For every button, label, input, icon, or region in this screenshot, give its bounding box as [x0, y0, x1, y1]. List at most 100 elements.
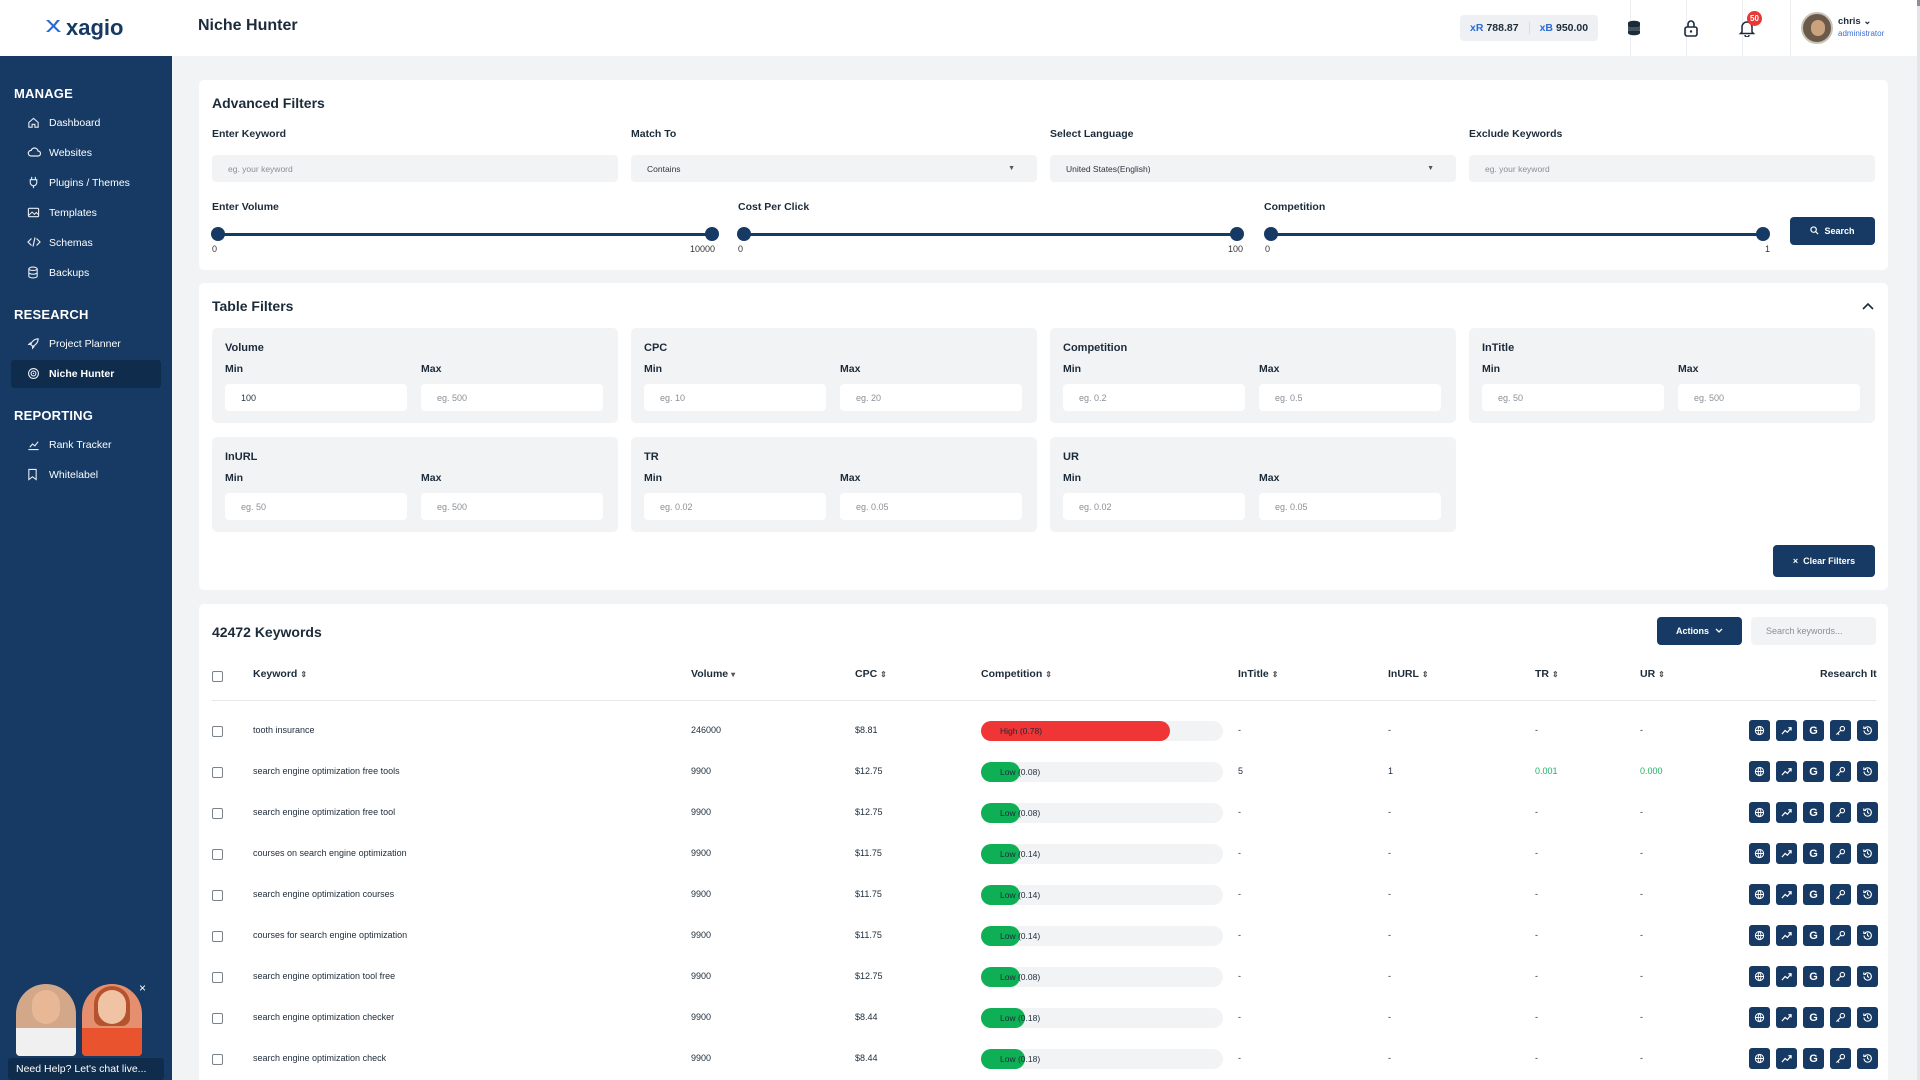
search-button[interactable]: Search: [1790, 217, 1875, 245]
keyword-input[interactable]: eg. your keyword: [212, 155, 618, 182]
min-input[interactable]: eg. 0.02: [644, 493, 826, 520]
keyword-cell[interactable]: search engine optimization courses: [253, 889, 395, 899]
globe-icon[interactable]: [1749, 802, 1770, 823]
trend-icon[interactable]: [1776, 802, 1797, 823]
google-icon[interactable]: G: [1803, 1048, 1824, 1069]
credits-display[interactable]: xR 788.87 xB 950.00: [1460, 15, 1599, 41]
competition-range-slider[interactable]: [1264, 227, 1770, 241]
google-icon[interactable]: G: [1803, 966, 1824, 987]
globe-icon[interactable]: [1749, 761, 1770, 782]
max-input[interactable]: eg. 0.05: [1259, 493, 1441, 520]
column-header-ur[interactable]: UR ⇕: [1640, 668, 1665, 680]
keywords-search-input[interactable]: Search keywords...: [1751, 617, 1876, 645]
trend-icon[interactable]: [1776, 720, 1797, 741]
keyword-cell[interactable]: courses on search engine optimization: [253, 848, 407, 858]
trend-icon[interactable]: [1776, 884, 1797, 905]
google-icon[interactable]: G: [1803, 720, 1824, 741]
table-row[interactable]: search engine optimization free tools 990…: [199, 752, 1888, 793]
table-row[interactable]: courses for search engine optimization 99…: [199, 916, 1888, 957]
history-icon[interactable]: [1857, 720, 1878, 741]
table-row[interactable]: search engine optimization tool free 9900…: [199, 957, 1888, 998]
globe-icon[interactable]: [1749, 925, 1770, 946]
history-icon[interactable]: [1857, 966, 1878, 987]
key-icon[interactable]: [1830, 720, 1851, 741]
row-checkbox[interactable]: [212, 1013, 223, 1024]
trend-icon[interactable]: [1776, 843, 1797, 864]
key-icon[interactable]: [1830, 1007, 1851, 1028]
select-all-checkbox[interactable]: [212, 671, 223, 682]
history-icon[interactable]: [1857, 925, 1878, 946]
key-icon[interactable]: [1830, 761, 1851, 782]
column-header-competition[interactable]: Competition ⇕: [981, 668, 1052, 680]
table-row[interactable]: search engine optimization check 9900 $8.4…: [199, 1039, 1888, 1080]
column-header-intitle[interactable]: InTitle ⇕: [1238, 668, 1278, 680]
history-icon[interactable]: [1857, 761, 1878, 782]
globe-icon[interactable]: [1749, 1048, 1770, 1069]
min-input[interactable]: eg. 50: [225, 493, 407, 520]
column-header-volume[interactable]: Volume ▾: [691, 668, 735, 680]
trend-icon[interactable]: [1776, 1007, 1797, 1028]
keyword-cell[interactable]: search engine optimization checker: [253, 1012, 395, 1022]
keyword-cell[interactable]: search engine optimization tool free: [253, 971, 396, 981]
table-row[interactable]: tooth insurance 246000 $8.81 High (0.78) - - -…: [199, 711, 1888, 752]
history-icon[interactable]: [1857, 1007, 1878, 1028]
slider-max-handle[interactable]: [1230, 227, 1244, 241]
globe-icon[interactable]: [1749, 884, 1770, 905]
column-header-keyword[interactable]: Keyword ⇕: [253, 668, 307, 680]
help-chat-label[interactable]: Need Help? Let's chat live...: [8, 1058, 164, 1080]
keyword-cell[interactable]: search engine optimization check: [253, 1053, 387, 1063]
trend-icon[interactable]: [1776, 761, 1797, 782]
row-checkbox[interactable]: [212, 726, 223, 737]
column-header-cpc[interactable]: CPC ⇕: [855, 668, 887, 680]
google-icon[interactable]: G: [1803, 1007, 1824, 1028]
trend-icon[interactable]: [1776, 925, 1797, 946]
history-icon[interactable]: [1857, 1048, 1878, 1069]
max-input[interactable]: eg. 0.05: [840, 493, 1022, 520]
trend-icon[interactable]: [1776, 1048, 1797, 1069]
column-header-inurl[interactable]: InURL ⇕: [1388, 668, 1429, 680]
max-input[interactable]: eg. 500: [1678, 384, 1860, 411]
google-icon[interactable]: G: [1803, 802, 1824, 823]
clear-filters-button[interactable]: × Clear Filters: [1773, 545, 1875, 577]
table-row[interactable]: search engine optimization checker 9900 $8…: [199, 998, 1888, 1039]
slider-max-handle[interactable]: [705, 227, 719, 241]
row-checkbox[interactable]: [212, 931, 223, 942]
row-checkbox[interactable]: [212, 1054, 223, 1065]
keyword-cell[interactable]: search engine optimization free tools: [253, 766, 400, 776]
sidebar-item-plugins-themes[interactable]: Plugins / Themes: [11, 169, 161, 197]
language-select[interactable]: United States(English) ▼: [1050, 155, 1456, 182]
sidebar-item-rank-tracker[interactable]: Rank Tracker: [11, 431, 161, 459]
lock-icon[interactable]: [1678, 15, 1704, 41]
key-icon[interactable]: [1830, 843, 1851, 864]
slider-min-handle[interactable]: [211, 227, 225, 241]
min-input[interactable]: eg. 50: [1482, 384, 1664, 411]
table-row[interactable]: search engine optimization courses 9900 $1…: [199, 875, 1888, 916]
google-icon[interactable]: G: [1803, 843, 1824, 864]
sidebar-item-schemas[interactable]: Schemas: [11, 229, 161, 257]
min-input[interactable]: eg. 10: [644, 384, 826, 411]
table-row[interactable]: courses on search engine optimization 990…: [199, 834, 1888, 875]
key-icon[interactable]: [1830, 1048, 1851, 1069]
globe-icon[interactable]: [1749, 966, 1770, 987]
key-icon[interactable]: [1830, 925, 1851, 946]
min-input[interactable]: 100: [225, 384, 407, 411]
max-input[interactable]: eg. 500: [421, 384, 603, 411]
min-input[interactable]: eg. 0.2: [1063, 384, 1245, 411]
volume-range-slider[interactable]: [211, 227, 719, 241]
globe-icon[interactable]: [1749, 720, 1770, 741]
sidebar-item-whitelabel[interactable]: Whitelabel: [11, 461, 161, 489]
page-scrollbar[interactable]: [1917, 0, 1920, 1080]
row-checkbox[interactable]: [212, 767, 223, 778]
bell-icon[interactable]: 50: [1734, 11, 1762, 41]
keyword-cell[interactable]: courses for search engine optimization: [253, 930, 408, 940]
max-input[interactable]: eg. 0.5: [1259, 384, 1441, 411]
max-input[interactable]: eg. 500: [421, 493, 603, 520]
keyword-cell[interactable]: search engine optimization free tool: [253, 807, 396, 817]
cpc-range-slider[interactable]: [737, 227, 1244, 241]
row-checkbox[interactable]: [212, 808, 223, 819]
live-chat-widget[interactable]: × Need Help? Let's chat live...: [8, 975, 164, 1080]
row-checkbox[interactable]: [212, 972, 223, 983]
max-input[interactable]: eg. 20: [840, 384, 1022, 411]
exclude-keywords-input[interactable]: eg. your keyword: [1469, 155, 1875, 182]
match-to-select[interactable]: Contains ▼: [631, 155, 1037, 182]
